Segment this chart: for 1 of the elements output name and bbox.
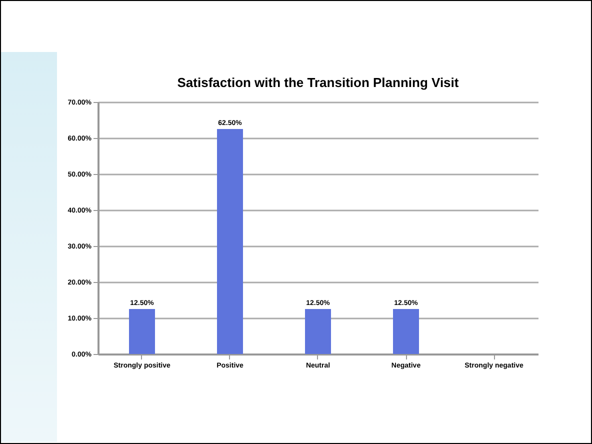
chart-title: Satisfaction with the Transition Planning Visit (177, 75, 460, 90)
